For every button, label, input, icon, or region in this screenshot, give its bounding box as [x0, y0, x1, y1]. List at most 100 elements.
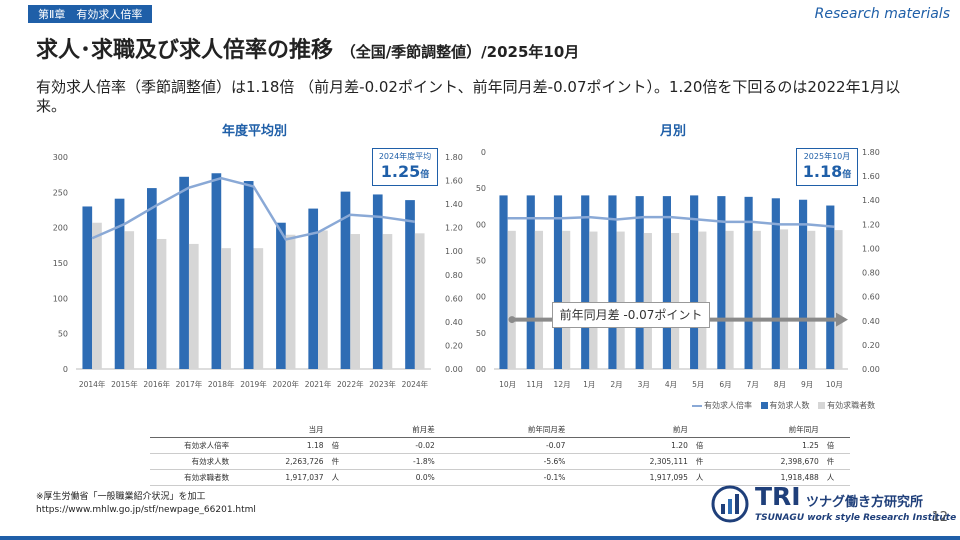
page-title: 求人･求職及び求人倍率の推移 （全国/季節調整値）/2025年10月 [36, 32, 579, 64]
monthly-bar-seekers [643, 233, 652, 369]
monthly-callout-unit: 倍 [842, 170, 852, 180]
annual-bar-openings [243, 181, 254, 369]
monthly-y-right-tick: 1.80 [862, 148, 880, 157]
cell-prev-unit: 倍 [691, 437, 719, 454]
row-label: 有効求職者数 [150, 469, 234, 486]
stats-table: 当月 前月差 前年同月差 前月 前年同月 有効求人倍率 1.18 倍 -0.02… [150, 422, 850, 486]
legend-item-ratio: 有効求人倍率 [692, 401, 752, 410]
monthly-x-tick: 4月 [665, 380, 677, 389]
annual-bar-seekers [188, 243, 199, 369]
monthly-bar-openings [662, 196, 671, 369]
cell-unit: 倍 [327, 437, 355, 454]
cell-prev-year-unit: 件 [822, 453, 850, 470]
legend-seekers-swatch [818, 402, 826, 409]
monthly-bar-openings [635, 196, 644, 369]
monthly-y-right-tick: 1.60 [862, 172, 880, 181]
annual-bar-openings [179, 176, 189, 369]
monthly-bar-openings [717, 196, 726, 369]
monthly-bar-seekers [616, 231, 625, 369]
annual-bar-seekers [221, 248, 231, 369]
monthly-bar-seekers [779, 229, 789, 369]
monthly-y-right-tick: 1.40 [862, 196, 880, 205]
annual-bar-seekers [285, 234, 296, 369]
monthly-bar-seekers [834, 230, 843, 369]
monthly-chart: 00 50 00 50 00 50 0 0.00 0.20 0.40 0.60 0.80 1.00 1.2… [476, 148, 880, 389]
cell-prev-year-unit: 人 [822, 469, 850, 486]
annual-bar-seekers [382, 234, 393, 369]
monthly-chart-title: 月別 [660, 124, 687, 139]
annual-x-tick: 2023年 [369, 379, 396, 389]
annual-x-tick: 2017年 [176, 379, 203, 389]
monthly-bar-seekers [507, 230, 516, 369]
stats-table-header: 当月 前月差 前年同月差 前月 前年同月 [150, 422, 850, 438]
annual-bar-seekers [350, 234, 360, 369]
title-sub: （全国/季節調整値）/2025年10月 [340, 43, 580, 61]
header-mom: 前月差 [354, 422, 439, 438]
annual-callout-value: 1.25 [380, 162, 421, 181]
annual-x-tick: 2014年 [79, 379, 106, 389]
monthly-bar-seekers [589, 231, 598, 369]
monthly-bar-openings [581, 195, 590, 369]
annual-bar-openings [340, 191, 351, 369]
monthly-y-left-tick: 50 [476, 329, 486, 338]
yoy-arrow-head [836, 312, 848, 327]
chapter-label: 第Ⅱ章 有効求人倍率 [28, 5, 153, 23]
legend-openings-label: 有効求人数 [769, 401, 810, 410]
header-prev: 前月 [569, 422, 692, 438]
monthly-callout: 2025年10月 1.18倍 [796, 148, 858, 186]
cell-unit: 件 [327, 453, 355, 470]
header-prev-year: 前年同月 [718, 422, 823, 438]
cell-current: 1.18 [233, 437, 328, 454]
header-blank [150, 422, 234, 438]
monthly-y-right-tick: 1.00 [862, 244, 880, 253]
annual-bar-seekers [92, 222, 102, 369]
annual-ratio-line [91, 176, 416, 241]
annual-bar-seekers [156, 238, 167, 369]
monthly-y-right-tick: 0.40 [862, 317, 880, 326]
logo-mark-icon [711, 485, 749, 523]
annual-y-right-tick: 1.20 [445, 224, 463, 233]
header-blank-unit2 [691, 422, 719, 438]
monthly-x-tick: 8月 [774, 380, 786, 389]
monthly-x-tick: 6月 [719, 380, 731, 389]
cell-prev-year: 2,398,670 [718, 453, 823, 470]
monthly-y-left-tick: 00 [476, 220, 486, 229]
monthly-bar-seekers [534, 230, 544, 369]
monthly-bar-openings [771, 198, 780, 369]
annual-y-left-tick: 250 [53, 188, 68, 197]
monthly-x-tick: 12月 [554, 380, 571, 389]
annual-callout-unit: 倍 [420, 170, 430, 180]
research-materials-label: Research materials [814, 6, 950, 22]
monthly-bar-openings [690, 195, 699, 369]
annual-x-tick: 2021年 [305, 379, 332, 389]
annual-y-left-tick: 300 [53, 153, 68, 162]
annual-bar-openings [82, 206, 93, 369]
annual-bar-seekers [253, 248, 264, 369]
legend-line-swatch [692, 404, 702, 407]
legend-openings-swatch [760, 402, 768, 409]
monthly-bar-seekers [671, 233, 680, 369]
monthly-callout-label: 2025年10月 [803, 152, 851, 161]
annual-bar-openings [308, 208, 319, 369]
monthly-bar-seekers [752, 230, 761, 369]
annual-bar-seekers [414, 233, 425, 369]
annual-y-right-tick: 0.40 [445, 318, 463, 327]
monthly-y-left-tick: 0 [481, 148, 486, 157]
monthly-y-left-tick: 00 [476, 365, 486, 374]
monthly-callout-value: 1.18 [802, 162, 843, 181]
monthly-bar-seekers [725, 230, 734, 369]
annual-y-left-tick: 0 [63, 365, 68, 374]
annual-x-tick: 2018年 [208, 379, 235, 389]
header-blank-unit3 [822, 422, 850, 438]
monthly-y-left-tick: 00 [476, 293, 486, 302]
monthly-bar-openings [826, 205, 835, 369]
cell-yoy: -0.07 [438, 437, 570, 454]
annual-y-right-tick: 0.00 [445, 365, 463, 374]
cell-prev: 2,305,111 [569, 453, 692, 470]
annual-y-right-tick: 0.20 [445, 341, 463, 350]
monthly-y-left-tick: 50 [476, 184, 486, 193]
table-row: 有効求人倍率 1.18 倍 -0.02 -0.07 1.20 倍 1.25 倍 [150, 437, 850, 454]
monthly-y-right-tick: 0.80 [862, 269, 880, 278]
annual-chart: 0 50 100 150 200 250 300 0.00 0.20 0.40 0.60 0.80 1.… [53, 153, 463, 389]
annual-y-left-tick: 50 [58, 330, 68, 339]
